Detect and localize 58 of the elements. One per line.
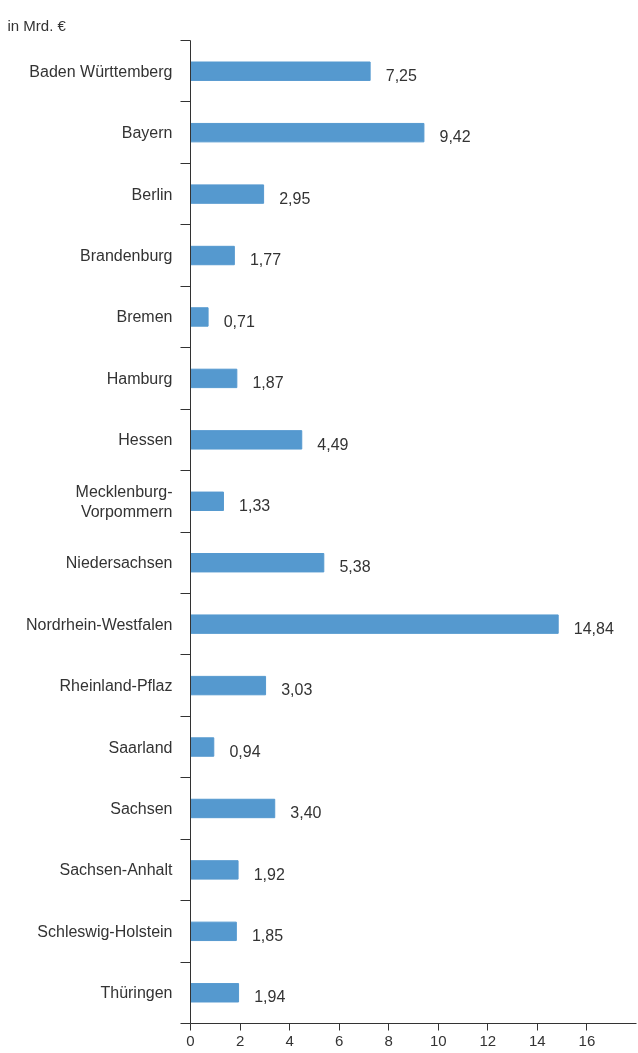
text: in Mrd. € bbox=[7, 16, 67, 34]
y-tick-label: Saarland bbox=[108, 738, 173, 756]
y-tick-label: Niedersachsen bbox=[65, 554, 173, 572]
x-tick-label: 14 bbox=[529, 1031, 546, 1049]
y-tick-label: Rheinland-Pflaz bbox=[59, 677, 173, 695]
bar bbox=[190, 553, 325, 573]
y-tick-label: Nordrhein-Westfalen bbox=[26, 615, 173, 633]
x-tick-label: 4 bbox=[285, 1031, 294, 1049]
data-label: 1,33 bbox=[239, 496, 271, 514]
x-tick-label: 12 bbox=[479, 1031, 497, 1049]
x-tick-label: 0 bbox=[186, 1031, 195, 1049]
bar bbox=[190, 798, 276, 819]
bar bbox=[190, 491, 224, 511]
x-tick-label: 2 bbox=[235, 1031, 245, 1049]
y-tick-label: Hamburg bbox=[106, 369, 173, 387]
bar bbox=[190, 860, 239, 880]
y-tick-label: Berlin bbox=[131, 185, 173, 203]
y-tick-label: Brandenburg bbox=[79, 247, 173, 265]
data-label: 1,87 bbox=[252, 374, 284, 392]
data-label: 3,03 bbox=[281, 681, 313, 699]
data-label: 1,92 bbox=[253, 865, 285, 883]
x-tick-label: 10 bbox=[429, 1031, 447, 1049]
y-tick-label: Sachsen bbox=[110, 799, 173, 817]
y-tick-label: Schleswig-Holstein bbox=[37, 922, 173, 940]
x-tick-label: 16 bbox=[578, 1031, 596, 1049]
data-label: 5,38 bbox=[339, 558, 371, 576]
data-label: 1,77 bbox=[249, 251, 282, 269]
bar bbox=[190, 245, 235, 266]
bar bbox=[190, 184, 265, 204]
data-label: 1,85 bbox=[251, 927, 284, 945]
data-label: 2,95 bbox=[279, 189, 311, 207]
y-tick-label: Mecklenburg-Vorpommern bbox=[75, 482, 173, 520]
x-tick-label: 8 bbox=[384, 1031, 393, 1049]
bar bbox=[190, 122, 425, 143]
data-label: 4,49 bbox=[317, 435, 349, 453]
y-tick-label: Sachsen-Anhalt bbox=[59, 861, 174, 879]
bar bbox=[190, 368, 238, 389]
y-tick-label: Hessen bbox=[118, 431, 173, 449]
y-tick-label: Bremen bbox=[116, 308, 173, 326]
data-label: 7,25 bbox=[385, 66, 417, 84]
data-label: 14,84 bbox=[573, 619, 614, 637]
bar bbox=[190, 737, 215, 757]
y-tick-label: Bayern bbox=[121, 124, 173, 142]
bar bbox=[190, 430, 303, 450]
y-tick-label: Baden Württemberg bbox=[29, 62, 173, 80]
data-label: 3,40 bbox=[290, 804, 322, 822]
y-tick-label: Thüringen bbox=[100, 984, 173, 1002]
x-tick-label: 6 bbox=[335, 1031, 344, 1049]
bar bbox=[190, 921, 237, 942]
bar bbox=[190, 675, 267, 696]
bar bbox=[190, 61, 371, 81]
data-label: 9,42 bbox=[439, 128, 471, 146]
bar bbox=[190, 307, 209, 327]
data-label: 0,71 bbox=[223, 312, 255, 330]
data-label: 1,94 bbox=[254, 988, 286, 1006]
bar bbox=[190, 614, 559, 634]
bar bbox=[190, 983, 240, 1003]
data-label: 0,94 bbox=[229, 742, 261, 760]
